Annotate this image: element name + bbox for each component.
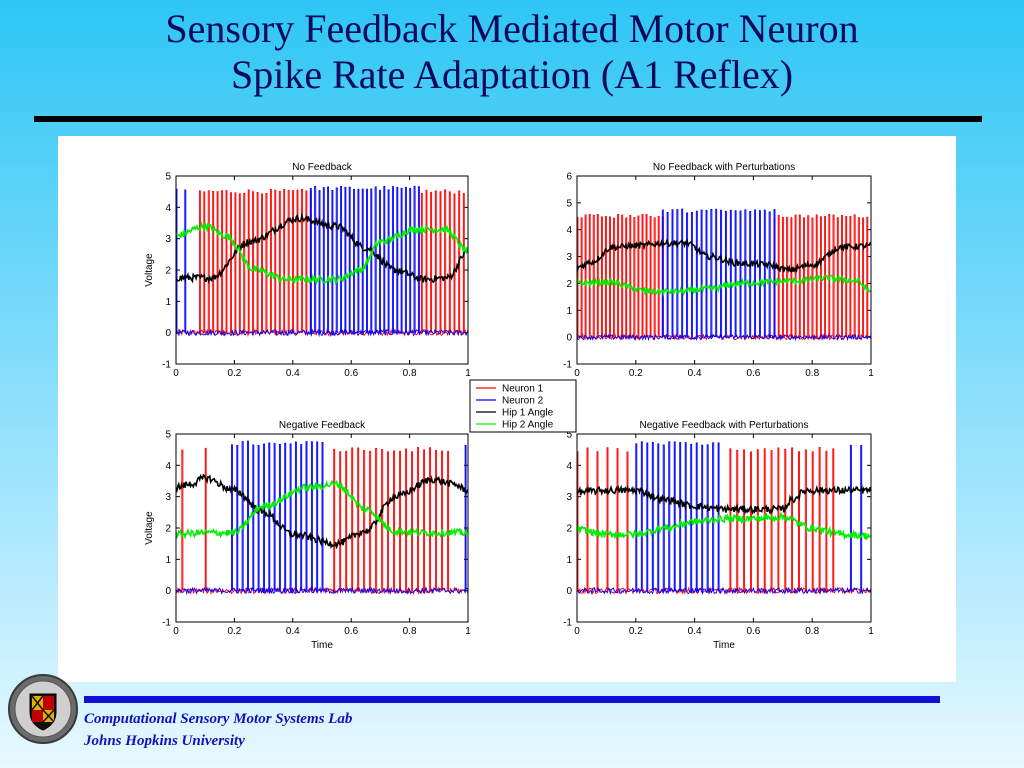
- y-tick-label: 2: [165, 266, 171, 277]
- x-axis-label: Time: [713, 640, 735, 651]
- y-tick-label: 3: [566, 252, 572, 263]
- y-tick-label: 0: [165, 328, 171, 339]
- chart-title: Negative Feedback: [279, 420, 366, 431]
- y-tick-label: 6: [566, 172, 572, 183]
- y-axis-label: Voltage: [144, 253, 155, 287]
- chart-4: Negative Feedback with Perturbations-101…: [563, 420, 874, 651]
- slide-title-line-1: Sensory Feedback Mediated Motor Neuron: [165, 6, 859, 51]
- footer-lab-name: Computational Sensory Motor Systems Lab: [84, 711, 353, 727]
- series-neuron-1: [176, 188, 468, 338]
- x-tick-label: 1: [465, 626, 471, 637]
- title-divider: [34, 116, 982, 122]
- y-tick-label: -1: [162, 360, 171, 371]
- legend-label: Neuron 2: [502, 396, 544, 407]
- y-tick-label: 1: [566, 306, 572, 317]
- series-hip-1-angle: [577, 484, 871, 516]
- y-tick-label: 3: [165, 234, 171, 245]
- x-tick-label: 1: [868, 626, 874, 637]
- y-tick-label: 1: [165, 555, 171, 566]
- footer-divider: [84, 696, 940, 703]
- y-tick-label: 4: [566, 225, 572, 236]
- y-tick-label: 5: [566, 430, 572, 441]
- y-axis-label: Voltage: [144, 511, 155, 545]
- x-tick-label: 0.2: [629, 368, 643, 379]
- y-tick-label: 1: [165, 297, 171, 308]
- slide-title: Sensory Feedback Mediated Motor Neuron S…: [0, 6, 1024, 98]
- chart-title: Negative Feedback with Perturbations: [640, 420, 809, 431]
- x-tick-label: 0.8: [403, 368, 417, 379]
- x-tick-label: 0.2: [227, 626, 241, 637]
- x-tick-label: 0.8: [805, 626, 819, 637]
- figure-panel: No Feedback -1 0 1 2 3 4 5 0 0.2 0.4 0.6 0.8 1 Voltage…: [58, 136, 956, 682]
- y-tick-label: 4: [566, 461, 572, 472]
- x-tick-label: 0.6: [344, 626, 358, 637]
- y-tick-label: 3: [165, 492, 171, 503]
- x-tick-label: 0.8: [805, 368, 819, 379]
- y-tick-label: -1: [162, 618, 171, 629]
- chart-title: No Feedback: [292, 162, 352, 173]
- chart-title: No Feedback with Perturbations: [653, 162, 795, 173]
- series-hip-2-angle: [176, 479, 468, 540]
- series-hip-1-angle: [577, 237, 871, 274]
- x-axis-label: Time: [311, 640, 333, 651]
- footer-university: Johns Hopkins University: [84, 733, 245, 749]
- x-tick-label: 0.4: [688, 626, 702, 637]
- university-seal-logo: [8, 674, 78, 744]
- y-tick-label: 2: [566, 279, 572, 290]
- y-tick-label: 4: [165, 461, 171, 472]
- y-tick-label: 3: [566, 492, 572, 503]
- y-tick-label: 0: [165, 586, 171, 597]
- legend-label: Hip 1 Angle: [502, 408, 554, 419]
- x-tick-label: 0: [574, 626, 580, 637]
- y-tick-label: 0: [566, 333, 572, 344]
- plot-area: [577, 441, 871, 596]
- series-neuron-2: [176, 440, 468, 596]
- series-hip-1-angle: [176, 473, 468, 550]
- plot-area: [176, 440, 468, 596]
- y-tick-label: 5: [165, 172, 171, 183]
- x-tick-label: 0: [574, 368, 580, 379]
- y-tick-label: -1: [563, 360, 572, 371]
- legend-label: Neuron 1: [502, 384, 544, 395]
- chart-2: No Feedback with Perturbations-101234560…: [563, 162, 874, 379]
- y-tick-label: 2: [165, 524, 171, 535]
- x-tick-label: 1: [868, 368, 874, 379]
- x-tick-label: 0.8: [403, 626, 417, 637]
- plot-area: [176, 185, 468, 338]
- series-hip-2-angle: [176, 221, 468, 286]
- series-hip-2-angle: [577, 511, 871, 541]
- y-tick-label: 0: [566, 586, 572, 597]
- x-tick-label: 0.6: [746, 368, 760, 379]
- x-tick-label: 0.2: [227, 368, 241, 379]
- y-tick-label: 2: [566, 524, 572, 535]
- plot-area: [577, 208, 871, 342]
- x-tick-label: 0.2: [629, 626, 643, 637]
- y-tick-label: 5: [566, 198, 572, 209]
- x-tick-label: 0.4: [286, 368, 300, 379]
- legend-box: [469, 379, 577, 433]
- legend-label: Hip 2 Angle: [502, 420, 554, 431]
- x-tick-label: 0.6: [344, 368, 358, 379]
- series-hip-1-angle: [176, 212, 468, 284]
- y-tick-label: 5: [165, 430, 171, 441]
- x-tick-label: 0.4: [688, 368, 702, 379]
- slide-title-line-2: Spike Rate Adaptation (A1 Reflex): [230, 52, 794, 97]
- series-neuron-2: [176, 185, 468, 338]
- y-tick-label: 1: [566, 555, 572, 566]
- y-tick-label: -1: [563, 618, 572, 629]
- series-neuron-2: [577, 441, 871, 596]
- footer-text: Computational Sensory Motor Systems Lab …: [84, 708, 352, 752]
- series-hip-2-angle: [577, 274, 871, 298]
- series-neuron-2: [577, 208, 871, 342]
- x-tick-label: 1: [465, 368, 471, 379]
- x-tick-label: 0.4: [286, 626, 300, 637]
- x-tick-label: 0: [173, 626, 179, 637]
- x-tick-label: 0.6: [746, 626, 760, 637]
- y-tick-label: 4: [165, 203, 171, 214]
- x-tick-label: 0: [173, 368, 179, 379]
